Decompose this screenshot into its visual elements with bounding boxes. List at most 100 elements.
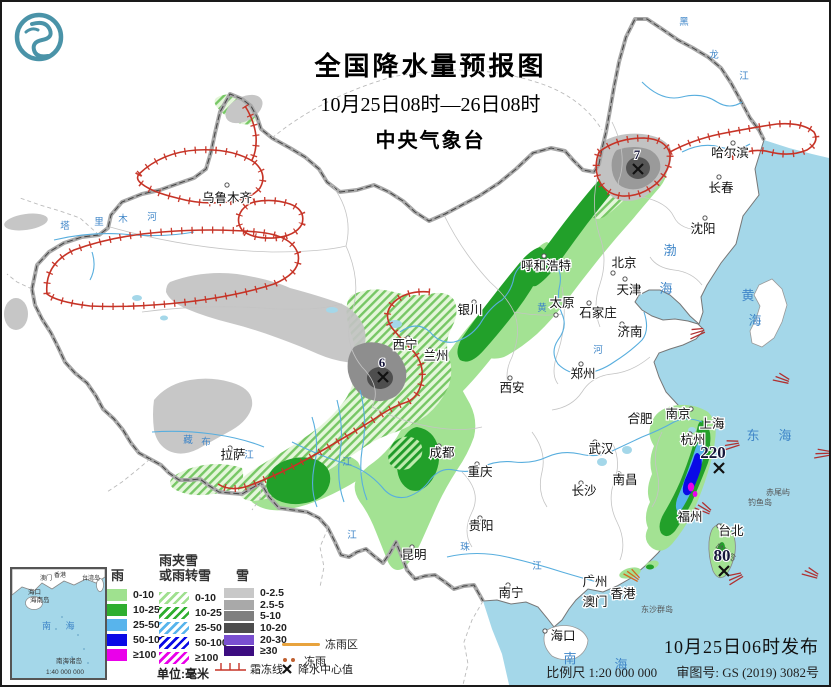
city-label: 贵阳 xyxy=(468,519,493,533)
map-scale: 比例尺 1:20 000 000 xyxy=(546,665,658,680)
wind-barb-stroke xyxy=(631,568,641,579)
city-dot xyxy=(622,276,628,282)
wind-barb-stroke xyxy=(728,574,743,581)
city-dot xyxy=(507,375,513,381)
river-label: 江 xyxy=(342,457,352,468)
inset-islands-label: 南海诸岛 xyxy=(56,656,82,665)
sea-layer xyxy=(482,139,829,685)
city-label: 成都 xyxy=(429,446,455,460)
wind-barb-icon xyxy=(801,567,819,579)
city-label: 海口 xyxy=(550,628,575,643)
city-dot xyxy=(715,416,721,422)
city-dot xyxy=(427,347,433,353)
wind-barb-stroke xyxy=(694,507,710,515)
wind-barb-icon xyxy=(724,440,740,451)
wind-barb-stroke xyxy=(690,329,705,336)
inset-macau-label: 澳门 xyxy=(40,574,52,582)
inset-map: 澳门 香港 台湾岛 海口 海南岛 南 海 南海诸岛 1:40 000 000 xyxy=(11,568,106,676)
city-label: 长春 xyxy=(708,181,734,195)
wind-barb-stroke xyxy=(779,372,790,380)
wind-barb-stroke xyxy=(697,504,711,513)
city-label: 济南 xyxy=(617,324,642,339)
river-label: 木 xyxy=(118,213,128,225)
river-label: 塔 xyxy=(60,220,70,232)
city-label: 郑州 xyxy=(570,366,595,381)
city-dot xyxy=(616,471,622,477)
city-dot xyxy=(505,582,511,588)
city-dot xyxy=(588,574,594,580)
sea-label: 海 xyxy=(659,281,672,296)
inset-hainan-label: 海南岛 xyxy=(30,595,50,604)
snow-zones xyxy=(4,94,672,454)
sea-label: 渤 xyxy=(663,243,676,258)
approval-number: 审图号: GS (2019) 3082号 xyxy=(676,665,819,680)
city-dot xyxy=(541,253,547,259)
wind-barb-stroke xyxy=(623,573,638,582)
cma-logo xyxy=(12,10,66,69)
city-label: 沈阳 xyxy=(690,221,715,236)
wind-barb-icon xyxy=(728,572,744,586)
rain-10-25-zones xyxy=(266,163,711,570)
island-label: 赤尾屿 xyxy=(766,488,790,497)
sea-label: 海 xyxy=(614,657,627,672)
city-label: 广州 xyxy=(582,575,607,589)
wind-barb-stroke xyxy=(726,440,739,442)
city-dot xyxy=(578,480,584,486)
city-label: 上海 xyxy=(699,416,725,431)
korea-peninsula xyxy=(749,278,788,348)
precip-center-x-icon xyxy=(632,163,644,175)
city-dot xyxy=(474,461,480,467)
river-label: 珠 xyxy=(460,541,470,553)
city-label: 拉萨 xyxy=(220,447,245,462)
city-dot xyxy=(610,270,616,276)
wind-barb-stroke xyxy=(724,442,740,447)
city-dot xyxy=(409,544,415,550)
precip-center-value: 7 xyxy=(634,147,641,162)
publication-block: 10月25日06时发布 比例尺 1:20 000 000 审图号: GS (20… xyxy=(530,633,819,681)
sea-label: 南 xyxy=(563,651,576,666)
wind-barb-stroke xyxy=(626,570,639,581)
city-label: 石家庄 xyxy=(579,305,617,320)
city-dot xyxy=(716,523,722,529)
wind-barb-stroke xyxy=(701,501,712,511)
wind-barb-icon xyxy=(814,448,829,459)
cma-dragon-logo-icon xyxy=(14,12,64,62)
city-label: 合肥 xyxy=(627,411,653,426)
city-label: 呼和浩特 xyxy=(521,258,571,273)
wind-barb-icon xyxy=(623,568,641,582)
city-label: 南京 xyxy=(665,406,690,421)
city-dot xyxy=(405,335,411,341)
city-dot xyxy=(688,406,694,412)
wind-barb-stroke xyxy=(729,575,744,586)
precip-center-x-icon xyxy=(377,371,389,383)
city-dot xyxy=(619,321,625,327)
river-label: 藏 xyxy=(183,434,193,446)
city-dot xyxy=(227,445,233,451)
river-label: 黑 xyxy=(679,17,689,28)
inset-scale-label: 1:40 000 000 xyxy=(46,669,84,676)
river-label: 江 xyxy=(244,450,254,461)
city-label: 武汉 xyxy=(588,442,614,456)
city-dot xyxy=(691,509,697,515)
city-label: 乌鲁木齐 xyxy=(202,190,253,205)
city-dot xyxy=(592,439,598,445)
wind-barb-stroke xyxy=(691,327,704,331)
island-label: 东沙群岛 xyxy=(641,604,673,614)
city-dot xyxy=(553,312,559,318)
city-dot xyxy=(730,140,736,146)
city-label: 长沙 xyxy=(571,484,597,498)
wind-barb-icon xyxy=(694,501,712,515)
wind-barb-stroke xyxy=(814,454,829,459)
city-dot xyxy=(702,215,708,221)
city-label: 香港 xyxy=(610,587,636,601)
city-dot xyxy=(634,412,640,418)
inset-hongkong-label: 香港 xyxy=(54,571,66,579)
city-dot xyxy=(542,628,548,634)
sea-label: 海 xyxy=(778,428,791,443)
precip-center-x-icon xyxy=(713,462,725,474)
wind-barb-icon xyxy=(772,372,790,384)
south-china-sea-inset: 澳门 香港 台湾岛 海口 海南岛 南 海 南海诸岛 1:40 000 000 xyxy=(10,567,107,680)
city-dot xyxy=(471,299,477,305)
wind-barb-stroke xyxy=(690,331,706,340)
